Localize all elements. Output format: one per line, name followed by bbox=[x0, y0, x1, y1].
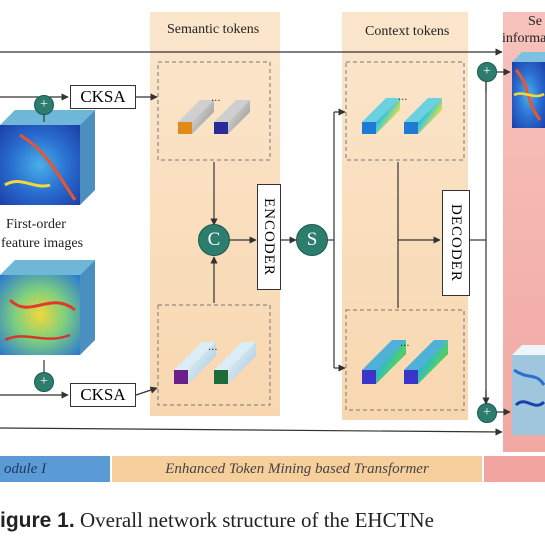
split-node: S bbox=[296, 224, 328, 256]
context-top-dashed bbox=[345, 61, 465, 161]
semantic-token-bars-bottom bbox=[174, 342, 256, 384]
figure-caption: igure 1. Overall network structure of th… bbox=[0, 508, 434, 533]
semantic-token-bars-top bbox=[178, 100, 250, 134]
output-cube-top bbox=[512, 52, 545, 128]
module-band-left-label: odule I bbox=[4, 461, 47, 477]
figure-caption-prefix: igure 1. bbox=[0, 509, 75, 532]
feature-cube-top bbox=[0, 110, 95, 205]
ellipsis-context-bottom: ... bbox=[400, 338, 410, 349]
concat-node: C bbox=[198, 224, 230, 256]
semantic-top-dashed bbox=[157, 61, 271, 161]
context-bottom-dashed bbox=[345, 309, 465, 411]
encoder-block: ENCODER bbox=[257, 184, 281, 290]
ellipsis-semantic-top: ... bbox=[211, 93, 221, 104]
context-token-bars-top bbox=[362, 98, 442, 134]
semantic-bottom-dashed bbox=[157, 304, 271, 406]
context-tokens-title: Context tokens bbox=[365, 24, 450, 39]
decoder-block: DECODER bbox=[442, 190, 470, 296]
ellipsis-context-top: ... bbox=[398, 92, 408, 103]
plus-node-left-bottom: + bbox=[34, 372, 54, 392]
right-panel-title-line2: informa bbox=[502, 31, 545, 46]
output-cube-bottom bbox=[512, 345, 545, 435]
cksa-box-bottom: CKSA bbox=[70, 383, 136, 407]
module-band-middle-label: Enhanced Token Mining based Transformer bbox=[165, 461, 429, 477]
right-panel-title-line1: Se bbox=[528, 14, 542, 29]
plus-node-right-bottom: + bbox=[477, 403, 497, 423]
plus-node-right-top: + bbox=[477, 62, 497, 82]
cksa-box-top: CKSA bbox=[70, 85, 136, 109]
first-order-label-line1: First-order bbox=[6, 217, 66, 232]
module-band-right bbox=[484, 456, 545, 482]
module-band-left: odule I bbox=[0, 456, 110, 482]
semantic-tokens-title: Semantic tokens bbox=[167, 22, 260, 37]
module-band-middle: Enhanced Token Mining based Transformer bbox=[112, 456, 482, 482]
first-order-label-line2: feature images bbox=[1, 236, 84, 251]
figure-caption-text: Overall network structure of the EHCTNe bbox=[74, 508, 434, 532]
ellipsis-semantic-bottom: ... bbox=[208, 342, 218, 353]
context-token-bars-bottom bbox=[362, 340, 448, 384]
plus-node-left-top: + bbox=[34, 95, 54, 115]
feature-cube-bottom bbox=[0, 260, 95, 355]
